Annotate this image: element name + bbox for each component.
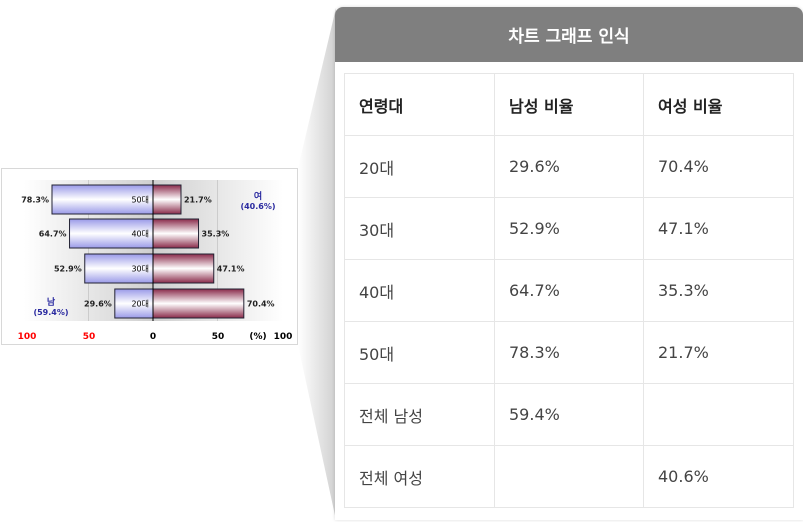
x-tick-label: 100	[274, 332, 293, 342]
female-value-label: 47.1%	[217, 265, 245, 274]
cell-age: 30대	[344, 197, 495, 260]
table-row: 전체 남성 59.4%	[344, 383, 794, 446]
cell-female: 47.1%	[643, 197, 794, 260]
male-bar	[69, 218, 154, 249]
cell-female: 35.3%	[643, 259, 794, 322]
female-bar	[152, 288, 245, 319]
cell-female: 40.6%	[643, 445, 794, 508]
female-bar	[152, 253, 215, 284]
unit-label: (%)	[249, 332, 266, 342]
panel-title: 차트 그래프 인식	[335, 7, 803, 62]
cell-female	[643, 383, 794, 446]
table-row: 20대 29.6% 70.4%	[344, 135, 794, 198]
cell-male: 29.6%	[494, 135, 644, 198]
x-tick-label: 100	[18, 332, 37, 342]
female-total: (40.6%)	[240, 202, 275, 211]
female-legend: 여	[254, 190, 262, 202]
cell-male: 64.7%	[494, 259, 644, 322]
female-bar	[152, 184, 182, 215]
male-value-label: 78.3%	[21, 196, 49, 205]
header-age: 연령대	[344, 73, 495, 136]
table-header-row: 연령대 남성 비율 여성 비율	[344, 73, 794, 136]
cell-female: 70.4%	[643, 135, 794, 198]
male-value-label: 29.6%	[84, 300, 112, 309]
female-value-label: 21.7%	[184, 196, 212, 205]
female-bar	[152, 218, 200, 249]
cell-age: 20대	[344, 135, 495, 198]
female-value-label: 35.3%	[202, 230, 230, 239]
cell-age: 50대	[344, 321, 495, 384]
x-tick-label: 0	[150, 332, 156, 342]
category-label: 20대	[131, 300, 149, 309]
category-label: 30대	[131, 265, 149, 274]
male-total: (59.4%)	[33, 308, 68, 317]
header-male: 남성 비율	[494, 73, 644, 136]
chart-recognition-panel: 차트 그래프 인식 연령대 남성 비율 여성 비율 20대 29.6% 70.4% 3…	[335, 7, 803, 520]
category-label: 50대	[131, 196, 149, 205]
table-row: 전체 여성 40.6%	[344, 445, 794, 508]
cell-male: 78.3%	[494, 321, 644, 384]
cell-male: 59.4%	[494, 383, 644, 446]
category-label: 40대	[131, 230, 149, 239]
cell-male	[494, 445, 644, 508]
cell-female: 21.7%	[643, 321, 794, 384]
male-value-label: 64.7%	[39, 230, 67, 239]
x-tick-label: 50	[83, 332, 96, 342]
female-value-label: 70.4%	[247, 300, 275, 309]
table-row: 50대 78.3% 21.7%	[344, 321, 794, 384]
male-legend: 남	[47, 296, 56, 308]
male-bar	[51, 184, 154, 215]
cell-male: 52.9%	[494, 197, 644, 260]
table-row: 40대 64.7% 35.3%	[344, 259, 794, 322]
male-bar	[114, 288, 154, 319]
x-tick-label: 50	[212, 332, 225, 342]
table-row: 30대 52.9% 47.1%	[344, 197, 794, 260]
cell-age: 전체 여성	[344, 445, 495, 508]
cell-age: 40대	[344, 259, 495, 322]
male-value-label: 52.9%	[54, 265, 82, 274]
result-table: 연령대 남성 비율 여성 비율 20대 29.6% 70.4% 30대 52.9% 47.…	[344, 73, 794, 508]
population-chart: 50대 78.3% 21.7% 40대 64.7% 35.3% 30대 52.9% 47.1% 2…	[18, 180, 293, 342]
header-female: 여성 비율	[643, 73, 794, 136]
cell-age: 전체 남성	[344, 383, 495, 446]
